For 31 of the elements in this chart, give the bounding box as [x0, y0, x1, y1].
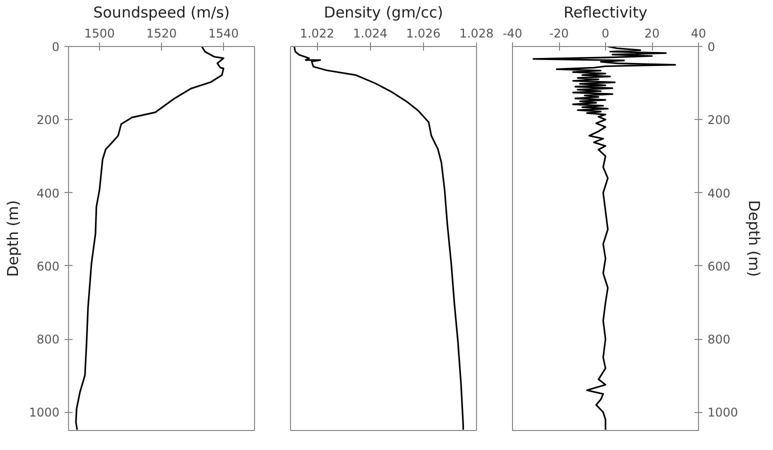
line-series [532, 46, 676, 430]
y-axis-title: Depth (m) [4, 200, 22, 277]
y2-axis-title: Depth (m) [745, 200, 764, 277]
y2-tick-label: 600 [708, 259, 730, 274]
x-tick-label: 1.024 [353, 26, 388, 40]
y2-tick-label: 800 [708, 332, 730, 347]
x-tick-label: 1.022 [300, 26, 334, 40]
y2-tick-label: 1000 [708, 406, 738, 420]
x-tick-label: 0 [602, 26, 610, 40]
line-series [75, 46, 224, 430]
y-tick-label: 1000 [28, 406, 60, 420]
x-tick-label: 1520 [146, 26, 177, 40]
x-axis-title: Density (gm/cc) [324, 4, 444, 22]
y2-tick-label: 200 [708, 113, 730, 128]
y2-tick-label: 400 [708, 186, 730, 200]
x-tick-label: 40 [690, 26, 706, 40]
x-axis-title: Reflectivity [564, 4, 648, 22]
y-tick-label: 400 [36, 186, 60, 200]
x-tick-label: 1.028 [459, 26, 494, 40]
x-tick-label: -20 [549, 26, 569, 40]
y2-tick-label: 0 [708, 40, 716, 54]
x-tick-label: 1500 [84, 26, 115, 40]
y-tick-label: 600 [36, 259, 60, 274]
y-tick-label: 0 [52, 40, 60, 54]
y-tick-label: 200 [36, 113, 60, 128]
x-tick-label: 20 [644, 26, 660, 40]
x-tick-label: 1.026 [406, 26, 441, 40]
x-tick-label: -40 [502, 26, 522, 40]
y-tick-label: 800 [36, 332, 60, 347]
x-tick-label: 1540 [208, 26, 239, 40]
x-axis-title: Soundspeed (m/s) [93, 4, 230, 22]
